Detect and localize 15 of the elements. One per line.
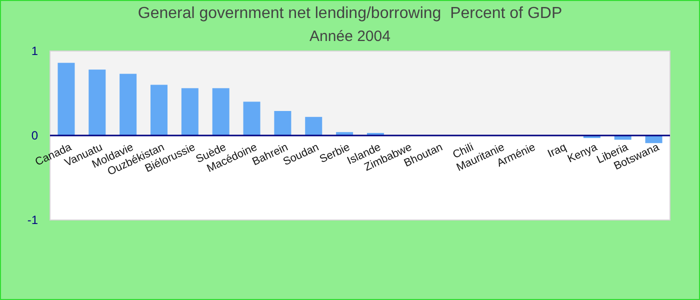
bar — [274, 110, 292, 136]
y-tick-label: 0 — [31, 128, 38, 142]
x-tick-label: Iraq — [546, 141, 568, 160]
bar — [58, 62, 75, 136]
bar — [150, 84, 168, 136]
y-tick-label: -1 — [27, 213, 38, 227]
bar — [305, 116, 322, 136]
chart-title: General government net lending/borrowing Percent of GDP — [138, 5, 562, 22]
y-tick-label: 1 — [31, 44, 38, 58]
chart-subtitle: Année 2004 — [310, 28, 390, 45]
bar — [181, 88, 198, 136]
bar — [243, 102, 260, 136]
bar — [212, 88, 230, 136]
bar — [88, 70, 106, 136]
bar — [120, 74, 137, 136]
